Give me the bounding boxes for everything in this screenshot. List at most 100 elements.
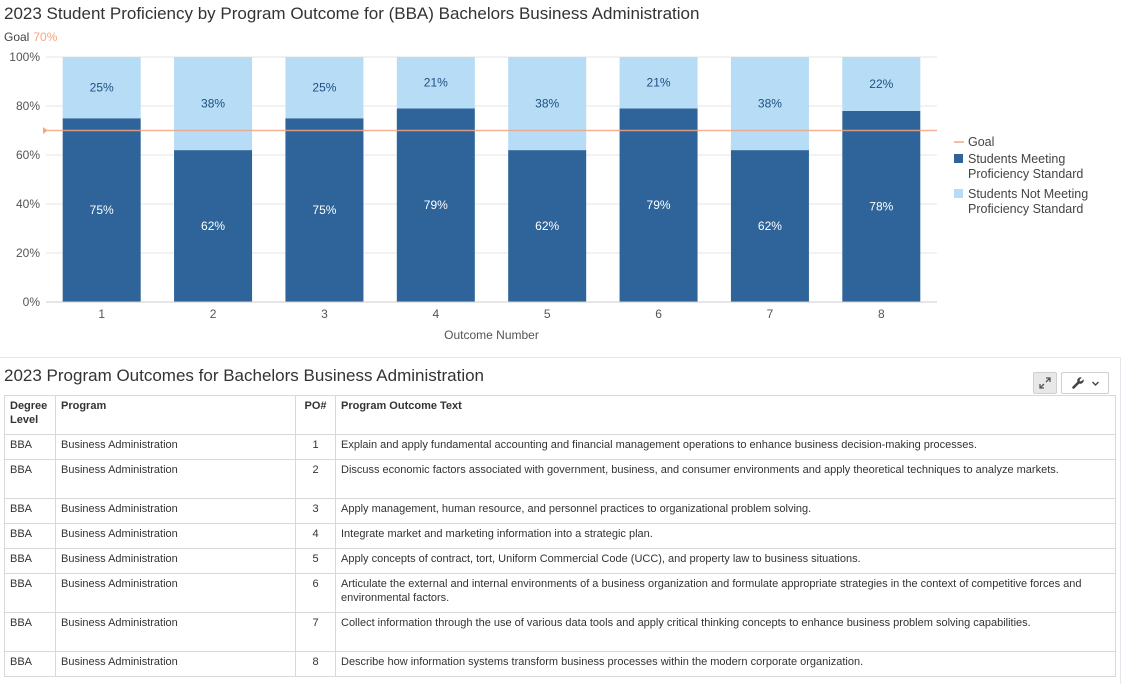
cell-outcome-text: Integrate market and marketing informati… bbox=[335, 523, 1116, 549]
bar-segment[interactable] bbox=[619, 57, 698, 109]
y-tick-label: 60% bbox=[16, 148, 40, 162]
cell-po: 3 bbox=[295, 498, 336, 524]
cell-outcome-text: Collect information through the use of v… bbox=[335, 612, 1116, 652]
legend-series-label[interactable]: Students Not Meeting Proficiency Standard bbox=[968, 187, 1088, 216]
column-header-program[interactable]: Program bbox=[55, 395, 296, 435]
bar-segment[interactable] bbox=[174, 57, 253, 151]
goal-caption-label: Goal bbox=[4, 30, 30, 44]
chevron-down-icon bbox=[1091, 381, 1099, 386]
table-row: BBA Business Administration 5 Apply conc… bbox=[4, 548, 1116, 574]
y-tick-label: 40% bbox=[16, 197, 40, 211]
bar-segment[interactable] bbox=[174, 150, 253, 302]
cell-outcome-text: Discuss economic factors associated with… bbox=[335, 459, 1116, 499]
cell-program: Business Administration bbox=[55, 459, 296, 499]
outcomes-table: Degree Level Program PO# Program Outcome… bbox=[4, 395, 1116, 677]
bar-segment[interactable] bbox=[508, 57, 587, 151]
cell-po: 8 bbox=[295, 651, 336, 677]
cell-po: 5 bbox=[295, 548, 336, 574]
cell-program: Business Administration bbox=[55, 548, 296, 574]
legend-goal-label[interactable]: Goal bbox=[968, 135, 994, 149]
proficiency-chart: 0% 20% 40% 60% 80% 100% 75% 62% 75% 79% 62% 79% 62% 7… bbox=[9, 50, 1088, 342]
column-header-outcome-text[interactable]: Program Outcome Text bbox=[335, 395, 1116, 435]
cell-po: 1 bbox=[295, 434, 336, 460]
cell-po: 6 bbox=[295, 573, 336, 613]
x-tick-label: 1 bbox=[98, 307, 105, 321]
y-tick-label: 100% bbox=[9, 50, 40, 64]
tools-menu-button[interactable] bbox=[1061, 372, 1109, 394]
table-row: BBA Business Administration 6 Articulate… bbox=[4, 573, 1116, 613]
x-tick-label: 6 bbox=[655, 307, 662, 321]
cell-outcome-text: Articulate the external and internal env… bbox=[335, 573, 1116, 613]
wrench-icon bbox=[1071, 377, 1084, 389]
legend-swatch bbox=[954, 154, 963, 163]
cell-degree: BBA bbox=[4, 459, 56, 499]
cell-degree: BBA bbox=[4, 523, 56, 549]
cell-degree: BBA bbox=[4, 573, 56, 613]
data-label: 62% bbox=[535, 219, 559, 233]
cell-program: Business Administration bbox=[55, 523, 296, 549]
data-label: 21% bbox=[647, 76, 671, 90]
cell-outcome-text: Apply management, human resource, and pe… bbox=[335, 498, 1116, 524]
y-tick-label: 0% bbox=[23, 295, 41, 309]
cell-outcome-text: Explain and apply fundamental accounting… bbox=[335, 434, 1116, 460]
goal-caption: Goal 70% bbox=[4, 30, 57, 44]
y-tick-label: 20% bbox=[16, 246, 40, 260]
table-row: BBA Business Administration 2 Discuss ec… bbox=[4, 459, 1116, 499]
cell-degree: BBA bbox=[4, 498, 56, 524]
legend-series-label[interactable]: Students Meeting Proficiency Standard bbox=[968, 152, 1083, 181]
bar-segment[interactable] bbox=[396, 108, 475, 302]
bar-segment[interactable] bbox=[842, 110, 921, 303]
bar-segment[interactable] bbox=[842, 57, 921, 111]
table-row: BBA Business Administration 8 Describe h… bbox=[4, 651, 1116, 677]
bar-segment[interactable] bbox=[508, 150, 587, 302]
data-label: 62% bbox=[201, 219, 225, 233]
data-label: 79% bbox=[647, 198, 671, 212]
goal-marker bbox=[43, 127, 48, 134]
bar-segment[interactable] bbox=[285, 57, 364, 119]
table-row: BBA Business Administration 1 Explain an… bbox=[4, 434, 1116, 460]
bar-segment[interactable] bbox=[730, 150, 809, 302]
data-label: 25% bbox=[312, 81, 336, 95]
data-label: 21% bbox=[424, 76, 448, 90]
cell-program: Business Administration bbox=[55, 612, 296, 652]
expand-icon bbox=[1039, 377, 1051, 389]
cell-po: 2 bbox=[295, 459, 336, 499]
x-tick-label: 4 bbox=[432, 307, 439, 321]
x-tick-label: 2 bbox=[210, 307, 217, 321]
data-label: 62% bbox=[758, 219, 782, 233]
x-tick-label: 3 bbox=[321, 307, 328, 321]
cell-degree: BBA bbox=[4, 612, 56, 652]
data-label: 38% bbox=[758, 97, 782, 111]
bar-segment[interactable] bbox=[285, 118, 364, 302]
cell-degree: BBA bbox=[4, 651, 56, 677]
y-tick-label: 80% bbox=[16, 99, 40, 113]
data-label: 22% bbox=[869, 77, 893, 91]
cell-degree: BBA bbox=[4, 548, 56, 574]
x-tick-label: 5 bbox=[544, 307, 551, 321]
bar-segment[interactable] bbox=[62, 118, 141, 302]
bar-segment[interactable] bbox=[730, 57, 809, 151]
cell-po: 7 bbox=[295, 612, 336, 652]
data-label: 75% bbox=[90, 203, 114, 217]
data-label: 38% bbox=[535, 97, 559, 111]
legend-swatch bbox=[954, 189, 963, 198]
bar-segment[interactable] bbox=[619, 108, 698, 302]
cell-program: Business Administration bbox=[55, 434, 296, 460]
table-header-row: Degree Level Program PO# Program Outcome… bbox=[4, 395, 1116, 435]
table-row: BBA Business Administration 3 Apply mana… bbox=[4, 498, 1116, 524]
data-label: 25% bbox=[90, 81, 114, 95]
x-tick-label: 8 bbox=[878, 307, 885, 321]
table-row: BBA Business Administration 4 Integrate … bbox=[4, 523, 1116, 549]
cell-outcome-text: Apply concepts of contract, tort, Unifor… bbox=[335, 548, 1116, 574]
bar-segment[interactable] bbox=[396, 57, 475, 109]
column-header-po[interactable]: PO# bbox=[295, 395, 336, 435]
bar-segment[interactable] bbox=[62, 57, 141, 119]
data-label: 38% bbox=[201, 97, 225, 111]
data-label: 78% bbox=[869, 199, 893, 213]
table-row: BBA Business Administration 7 Collect in… bbox=[4, 612, 1116, 652]
cell-degree: BBA bbox=[4, 434, 56, 460]
expand-button[interactable] bbox=[1033, 372, 1057, 394]
table-title: 2023 Program Outcomes for Bachelors Busi… bbox=[4, 366, 485, 385]
column-header-degree[interactable]: Degree Level bbox=[4, 395, 56, 435]
cell-program: Business Administration bbox=[55, 498, 296, 524]
